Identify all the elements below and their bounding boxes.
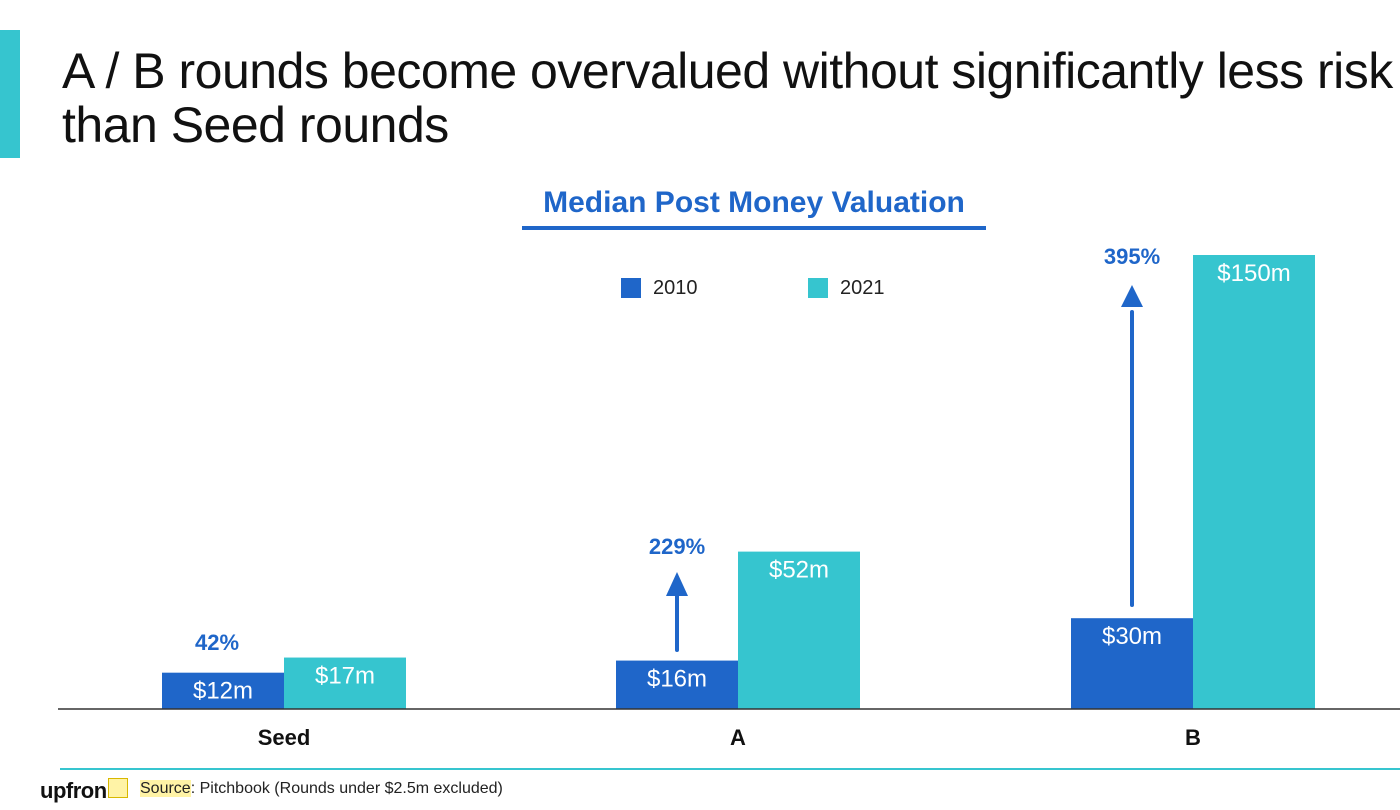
growth-arrow-head-a [666,572,688,596]
growth-label-a: 229% [649,534,705,559]
accent-bar [0,30,20,158]
growth-label-seed: 42% [195,630,239,655]
data-label-2010-b: $30m [1102,623,1162,650]
legend-swatch-2010 [621,278,641,298]
logo-mark [108,778,128,798]
bar-2021-seed [284,657,406,709]
footer-line [60,768,1400,770]
chart-title-underline [522,226,986,230]
bar-2021-b [1193,255,1315,709]
x-tick-label-seed: Seed [258,725,311,750]
legend-item-2021: 2021 [808,276,885,300]
bar-2010-seed [162,672,284,709]
legend-label-2010: 2010 [653,276,698,299]
x-tick-label-b: B [1185,725,1201,750]
bar-2010-a [616,660,738,709]
data-label-2010-a: $16m [647,666,707,693]
x-tick-label-a: A [730,725,746,750]
data-label-2021-b: $150m [1217,260,1290,287]
chart-title: Median Post Money Valuation [543,186,965,219]
growth-arrow-head-b [1121,285,1143,307]
bar-2010-b [1071,618,1193,709]
bar-2021-a [738,551,860,709]
upfront-logo: upfron [40,778,107,803]
source-text: : Pitchbook (Rounds under $2.5m excluded… [190,780,503,797]
data-label-2010-seed: $12m [193,678,253,705]
data-label-2021-a: $52m [769,557,829,584]
legend-item-2010: 2010 [621,276,698,300]
slide-title: A / B rounds become overvalued without s… [62,43,1393,153]
legend-label-2021: 2021 [840,276,885,299]
source-label: Source [140,780,191,797]
data-label-2021-seed: $17m [315,663,375,690]
legend-swatch-2021 [808,278,828,298]
growth-label-b: 395% [1104,244,1160,269]
source-note: Source: Pitchbook (Rounds under $2.5m ex… [140,780,503,798]
